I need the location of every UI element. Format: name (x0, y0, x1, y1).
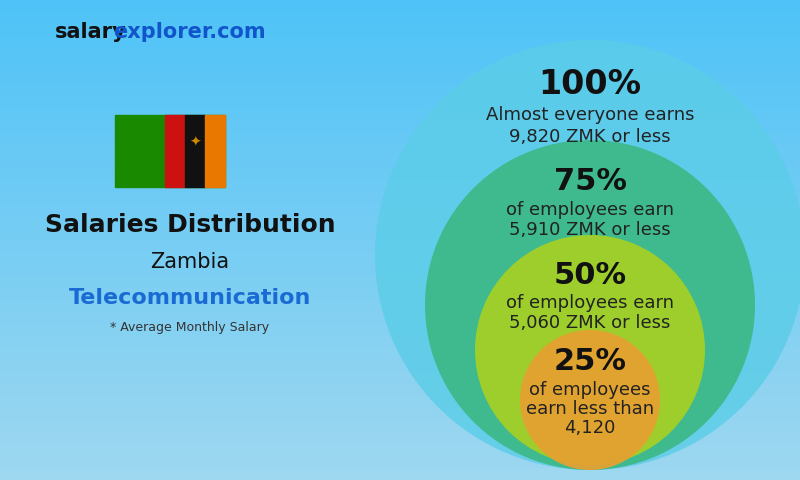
Text: of employees earn: of employees earn (506, 294, 674, 312)
Bar (0, 444, 800, 456)
Bar (0, 360, 800, 372)
Bar (0, 0, 800, 12)
Bar (205, 115, 225, 187)
Bar (0, 216, 800, 228)
Bar (0, 204, 800, 216)
Bar (0, 432, 800, 444)
Bar (0, 336, 800, 348)
Bar (0, 288, 800, 300)
Circle shape (425, 140, 755, 470)
Text: earn less than: earn less than (526, 400, 654, 418)
Bar (0, 312, 800, 324)
Bar (0, 36, 800, 48)
Bar (0, 168, 800, 180)
Text: ✦: ✦ (189, 135, 201, 149)
Bar (0, 120, 800, 132)
Text: of employees: of employees (530, 381, 650, 399)
Text: Almost everyone earns: Almost everyone earns (486, 106, 694, 124)
Text: salary: salary (55, 22, 126, 42)
Text: of employees earn: of employees earn (506, 201, 674, 219)
Text: explorer.com: explorer.com (113, 22, 266, 42)
Text: 5,060 ZMK or less: 5,060 ZMK or less (510, 314, 670, 332)
Bar (0, 396, 800, 408)
Bar (0, 24, 800, 36)
Bar (0, 156, 800, 168)
Bar (165, 115, 185, 187)
Bar (0, 324, 800, 336)
Bar (0, 408, 800, 420)
Bar (0, 456, 800, 468)
Bar (0, 384, 800, 396)
Text: 4,120: 4,120 (564, 419, 616, 437)
Bar (0, 132, 800, 144)
Bar (0, 48, 800, 60)
Bar (0, 84, 800, 96)
Text: * Average Monthly Salary: * Average Monthly Salary (110, 322, 270, 335)
Bar (0, 228, 800, 240)
Bar (0, 144, 800, 156)
Bar (185, 115, 205, 187)
Bar (0, 192, 800, 204)
Text: 9,820 ZMK or less: 9,820 ZMK or less (509, 128, 671, 146)
Text: 100%: 100% (538, 69, 642, 101)
Text: 50%: 50% (554, 261, 626, 289)
Bar (0, 12, 800, 24)
Text: 5,910 ZMK or less: 5,910 ZMK or less (509, 221, 671, 239)
Bar (0, 264, 800, 276)
Circle shape (475, 235, 705, 465)
Bar (0, 60, 800, 72)
Text: 25%: 25% (554, 348, 626, 376)
Circle shape (520, 330, 660, 470)
Bar (0, 96, 800, 108)
Bar (0, 240, 800, 252)
Circle shape (375, 40, 800, 470)
Bar (0, 300, 800, 312)
Bar (0, 372, 800, 384)
Bar (115, 115, 225, 187)
Bar (0, 468, 800, 480)
Bar (0, 72, 800, 84)
Bar (0, 180, 800, 192)
Text: Telecommunication: Telecommunication (69, 288, 311, 308)
Bar (0, 276, 800, 288)
Text: Zambia: Zambia (150, 252, 230, 272)
Text: Salaries Distribution: Salaries Distribution (45, 213, 335, 237)
Bar (0, 420, 800, 432)
Bar (0, 252, 800, 264)
Bar (0, 348, 800, 360)
Bar (0, 108, 800, 120)
Text: 75%: 75% (554, 168, 626, 196)
